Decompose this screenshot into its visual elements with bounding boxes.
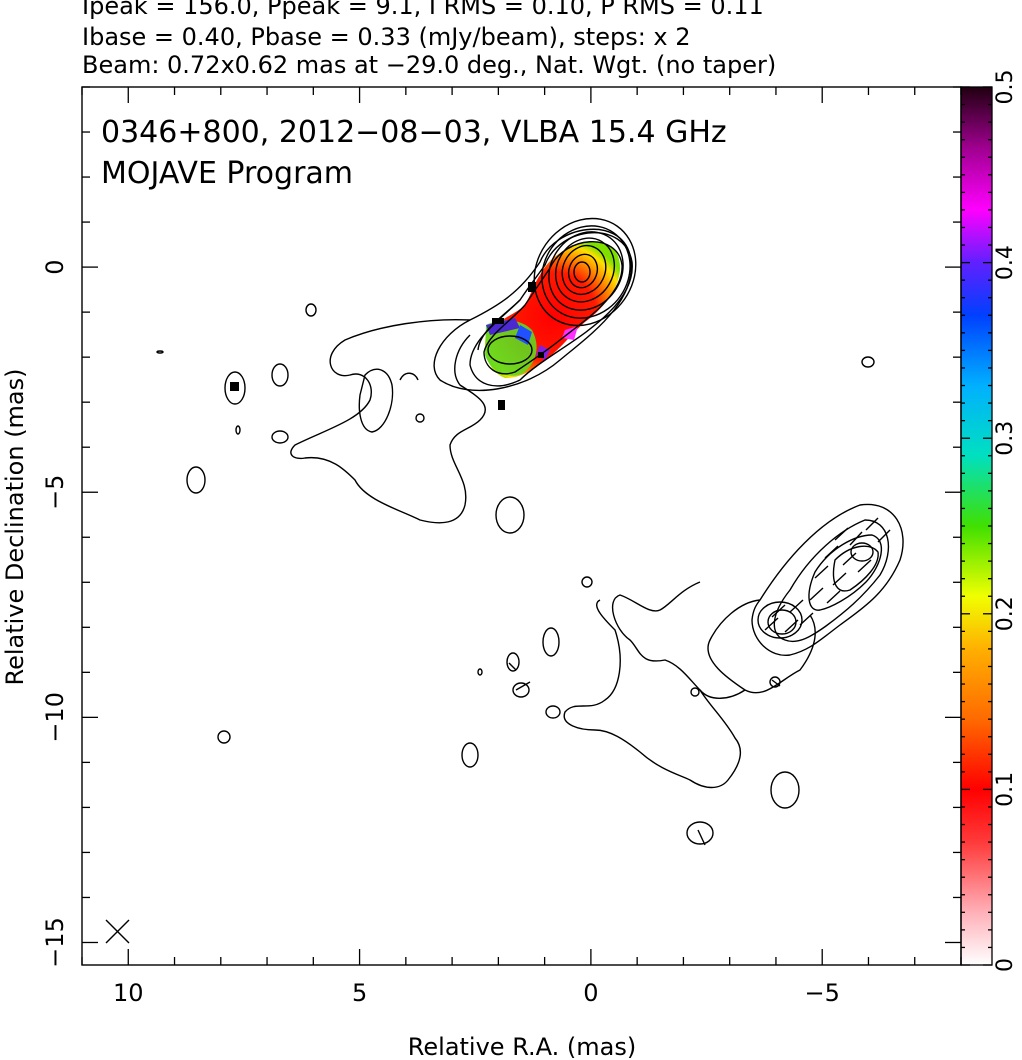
polarization-image [230, 241, 621, 410]
plot-frame [81, 86, 962, 966]
y-tick-label: −15 [41, 917, 69, 968]
source-label: 0346+800, 2012−08−03, VLBA 15.4 GHz [101, 115, 727, 150]
x-tick-label: 10 [113, 979, 144, 1007]
y-tick-label: 0 [41, 259, 69, 274]
colorbar-tick-label: 0.3 [993, 421, 1018, 456]
x-tick-label: 0 [583, 979, 598, 1007]
colorbar-tick-label: 0.4 [993, 245, 1018, 280]
colorbar-tick-label: 0 [993, 958, 1018, 972]
y-tick-label: −5 [41, 475, 69, 510]
axis-ticks [81, 86, 962, 965]
intensity-contours [156, 217, 904, 845]
colorbar [961, 87, 992, 965]
y-tick-label: −10 [41, 692, 69, 743]
colorbar-tick-label: 0.1 [993, 772, 1018, 807]
header-line-3: Beam: 0.72x0.62 mas at −29.0 deg., Nat. … [82, 51, 777, 79]
x-axis-label: Relative R.A. (mas) [408, 1033, 636, 1060]
beam-marker [105, 919, 130, 944]
header-line-2: Ibase = 0.40, Pbase = 0.33 (mJy/beam), s… [82, 23, 691, 51]
program-label: MOJAVE Program [101, 156, 353, 191]
x-tick-label: 5 [352, 979, 367, 1007]
y-axis-label: Relative Declination (mas) [1, 368, 29, 685]
polarization-vectors [508, 517, 891, 846]
colorbar-tick-label: 0.5 [993, 70, 1018, 105]
x-tick-label: −5 [805, 979, 840, 1007]
header-line-1: Ipeak = 156.0, Ppeak = 9.1, I RMS = 0.10… [82, 0, 764, 20]
colorbar-tick-label: 0.2 [993, 596, 1018, 631]
